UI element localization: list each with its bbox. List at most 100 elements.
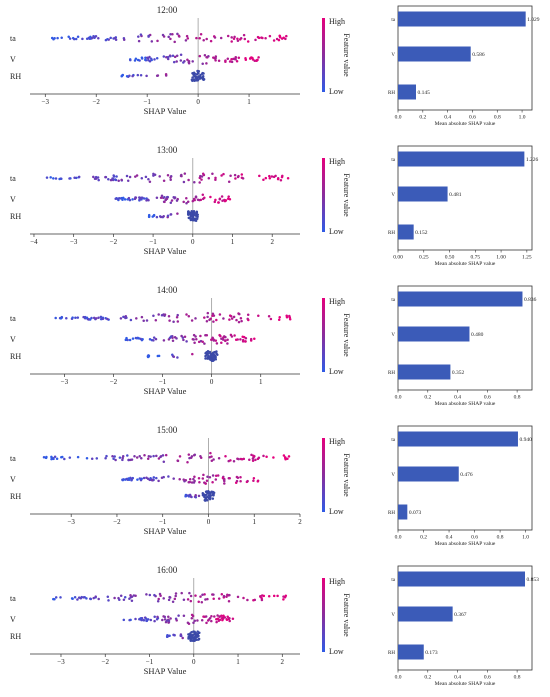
shap-dot	[233, 334, 236, 337]
shap-dot	[123, 198, 127, 201]
shap-dot	[211, 172, 214, 176]
shap-dot	[238, 312, 241, 316]
shap-dot	[132, 594, 136, 597]
bar-x-tick-label: 0.4	[454, 675, 461, 681]
shap-dot	[53, 455, 57, 459]
shap-dot	[216, 614, 219, 617]
shap-dot	[220, 592, 224, 596]
x-tick-label: 1	[259, 378, 263, 386]
shap-dot	[197, 494, 201, 498]
feature-label-ta: ta	[10, 34, 16, 43]
shap-dot	[201, 193, 205, 197]
bar-x-axis-label: Mean absolute SHAP value	[435, 541, 496, 547]
shap-dot	[209, 451, 212, 455]
shap-dot	[186, 58, 189, 62]
shap-dot	[106, 595, 110, 599]
shap-dot	[190, 213, 193, 217]
shap-dot	[208, 455, 211, 459]
shap-dot	[188, 591, 191, 595]
shap-dot	[208, 496, 212, 500]
shap-dot	[138, 198, 141, 201]
x-axis-label: SHAP Value	[144, 246, 187, 256]
shap-dot	[193, 212, 197, 215]
shap-dot	[169, 32, 172, 36]
bar-panel-1600: ta 0.853 V 0.367 RH 0.173 0.0 0.2 0.4 0.6 0.8 Mean …	[388, 565, 539, 687]
shap-dot	[167, 615, 170, 618]
shap-dot	[222, 594, 226, 598]
shap-dot	[82, 596, 85, 599]
shap-dot	[76, 598, 79, 601]
shap-dot	[229, 459, 232, 462]
x-tick-label: −1	[146, 658, 154, 666]
shap-dot	[226, 342, 229, 345]
bar-panel-1500: ta 0.940 V 0.476 RH 0.073 0.0 0.2 0.4 0.6 0.8 1.0 Me…	[388, 425, 533, 547]
shap-dot	[114, 38, 118, 41]
shap-dot	[129, 593, 132, 597]
shap-dot	[203, 53, 207, 57]
bar-V	[398, 326, 470, 342]
shap-dot	[186, 37, 190, 40]
shap-dot	[129, 318, 133, 322]
shap-dot	[162, 460, 166, 463]
shap-dot	[187, 637, 190, 640]
x-tick-label: 2	[270, 238, 274, 246]
shap-dot	[206, 475, 209, 478]
shap-dot	[169, 176, 172, 179]
shap-dot	[145, 619, 148, 623]
shap-dot	[232, 315, 236, 319]
shap-dot	[101, 317, 105, 321]
shap-dot	[198, 631, 201, 634]
x-axis-label: SHAP Value	[144, 666, 187, 676]
shap-dot	[237, 320, 241, 324]
shap-dot	[145, 593, 148, 596]
shap-dot	[218, 313, 222, 316]
bar-category-label: ta	[391, 438, 395, 443]
shap-dot	[211, 312, 215, 316]
shap-dot	[49, 176, 52, 179]
x-tick-label: −1	[159, 518, 167, 526]
shap-dot	[126, 454, 129, 457]
feature-label-ta: ta	[10, 174, 16, 183]
shap-dot	[175, 316, 179, 319]
shap-dot	[121, 455, 125, 458]
shap-dot	[131, 74, 134, 78]
shap-dot	[226, 57, 230, 60]
shap-dot	[228, 60, 232, 63]
shap-dot	[173, 55, 177, 59]
shap-dot	[191, 199, 195, 203]
shap-dot	[224, 455, 227, 458]
shap-dot	[67, 35, 70, 38]
shap-dot	[244, 58, 248, 61]
shap-dot	[219, 36, 223, 40]
shap-dot	[169, 37, 172, 41]
shap-dot	[123, 596, 127, 599]
bar-x-tick-label: 0.8	[497, 535, 504, 541]
summary-panel-1500: 15:00 ta V RH −3 −2 −1 0 1 2 SHAP Value High Low Feat…	[10, 425, 351, 536]
shap-dot	[194, 317, 197, 320]
shap-dot	[246, 40, 250, 43]
shap-dot	[192, 78, 196, 81]
shap-dot	[282, 36, 285, 40]
shap-dot	[206, 311, 210, 315]
shap-dot	[212, 320, 215, 323]
feature-label-ta: ta	[10, 454, 16, 463]
shap-dot	[119, 594, 123, 597]
shap-dot	[204, 493, 208, 497]
shap-dot	[191, 352, 194, 356]
shap-dot	[200, 178, 203, 181]
shap-dot	[251, 459, 255, 462]
shap-dot	[232, 460, 236, 463]
shap-dot	[142, 618, 146, 622]
shap-dot	[90, 457, 94, 460]
shap-dot	[58, 177, 61, 181]
shap-dot	[203, 342, 206, 345]
shap-dot	[223, 482, 226, 485]
shap-dot	[248, 458, 251, 462]
shap-dot	[201, 492, 205, 495]
shap-dot	[203, 316, 206, 319]
bar-x-tick-label: 1.0	[519, 115, 526, 121]
shap-dot	[156, 615, 159, 619]
shap-dot	[167, 475, 170, 478]
colorbar	[322, 18, 325, 92]
shap-dot	[180, 591, 183, 595]
